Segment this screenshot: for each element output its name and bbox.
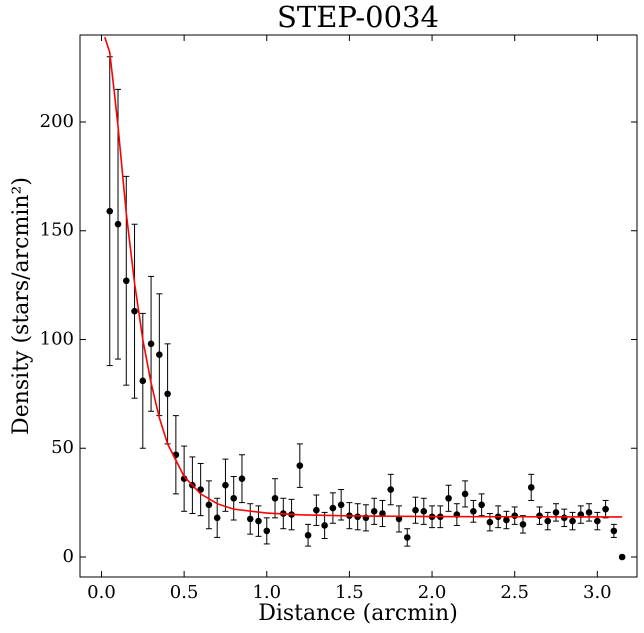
data-point bbox=[395, 515, 403, 523]
chart-title: STEP-0034 bbox=[277, 0, 439, 34]
data-point bbox=[304, 531, 312, 539]
data-point bbox=[139, 377, 147, 385]
data-point bbox=[602, 505, 609, 513]
y-tick-label: 50 bbox=[51, 437, 74, 458]
x-tick-label: 2.5 bbox=[500, 582, 529, 603]
data-point bbox=[412, 506, 419, 514]
data-point bbox=[527, 484, 535, 491]
x-tick-label: 0.5 bbox=[170, 582, 199, 603]
data-point bbox=[387, 486, 395, 493]
data-point bbox=[246, 515, 254, 523]
data-point bbox=[131, 307, 138, 315]
x-tick-label: 2.0 bbox=[418, 582, 447, 603]
data-point bbox=[420, 508, 428, 515]
data-point bbox=[263, 527, 271, 535]
data-point bbox=[379, 510, 386, 517]
y-tick-label: 100 bbox=[40, 328, 74, 349]
data-point bbox=[403, 534, 411, 541]
y-tick-label: 150 bbox=[40, 220, 74, 241]
data-point bbox=[594, 517, 601, 525]
data-point bbox=[445, 494, 452, 502]
data-point bbox=[569, 517, 576, 525]
data-point bbox=[238, 475, 246, 482]
data-point bbox=[503, 516, 510, 524]
data-point bbox=[296, 462, 304, 469]
data-point bbox=[536, 512, 543, 519]
fit-line bbox=[104, 36, 623, 518]
data-point bbox=[114, 220, 122, 228]
data-point bbox=[370, 508, 378, 515]
data-point bbox=[271, 494, 279, 502]
data-point bbox=[180, 475, 188, 482]
y-tick-label: 200 bbox=[40, 111, 74, 132]
data-point bbox=[618, 553, 626, 561]
data-point bbox=[164, 390, 171, 398]
data-point bbox=[313, 506, 320, 514]
data-point bbox=[122, 277, 130, 285]
data-point bbox=[156, 351, 163, 359]
y-tick-label: 0 bbox=[63, 546, 74, 567]
x-tick-label: 1.0 bbox=[252, 582, 281, 603]
data-point bbox=[610, 527, 618, 535]
data-point bbox=[329, 504, 337, 512]
x-tick-label: 1.5 bbox=[335, 582, 364, 603]
data-point bbox=[486, 518, 494, 526]
x-tick-label: 3.0 bbox=[583, 582, 612, 603]
data-point bbox=[478, 501, 485, 509]
data-point bbox=[213, 514, 221, 522]
data-point bbox=[461, 490, 469, 498]
data-point bbox=[354, 513, 361, 521]
plot-frame bbox=[79, 34, 638, 578]
data-point bbox=[337, 501, 345, 509]
x-axis-label: Distance (arcmin) bbox=[258, 601, 458, 626]
data-point bbox=[230, 494, 238, 502]
data-point bbox=[544, 517, 552, 525]
data-point bbox=[321, 522, 328, 529]
data-point bbox=[519, 521, 527, 528]
data-point bbox=[560, 514, 568, 522]
data-point bbox=[205, 501, 213, 509]
data-point bbox=[255, 517, 262, 525]
data-point bbox=[470, 508, 477, 515]
y-axis-label: Density (stars/arcmin²) bbox=[9, 177, 34, 435]
data-point bbox=[585, 509, 593, 516]
data-point bbox=[511, 512, 518, 519]
data-point bbox=[222, 481, 229, 489]
data-point bbox=[552, 509, 560, 516]
x-tick-label: 0.0 bbox=[87, 582, 116, 603]
data-point bbox=[106, 207, 114, 215]
data-point bbox=[147, 340, 155, 348]
